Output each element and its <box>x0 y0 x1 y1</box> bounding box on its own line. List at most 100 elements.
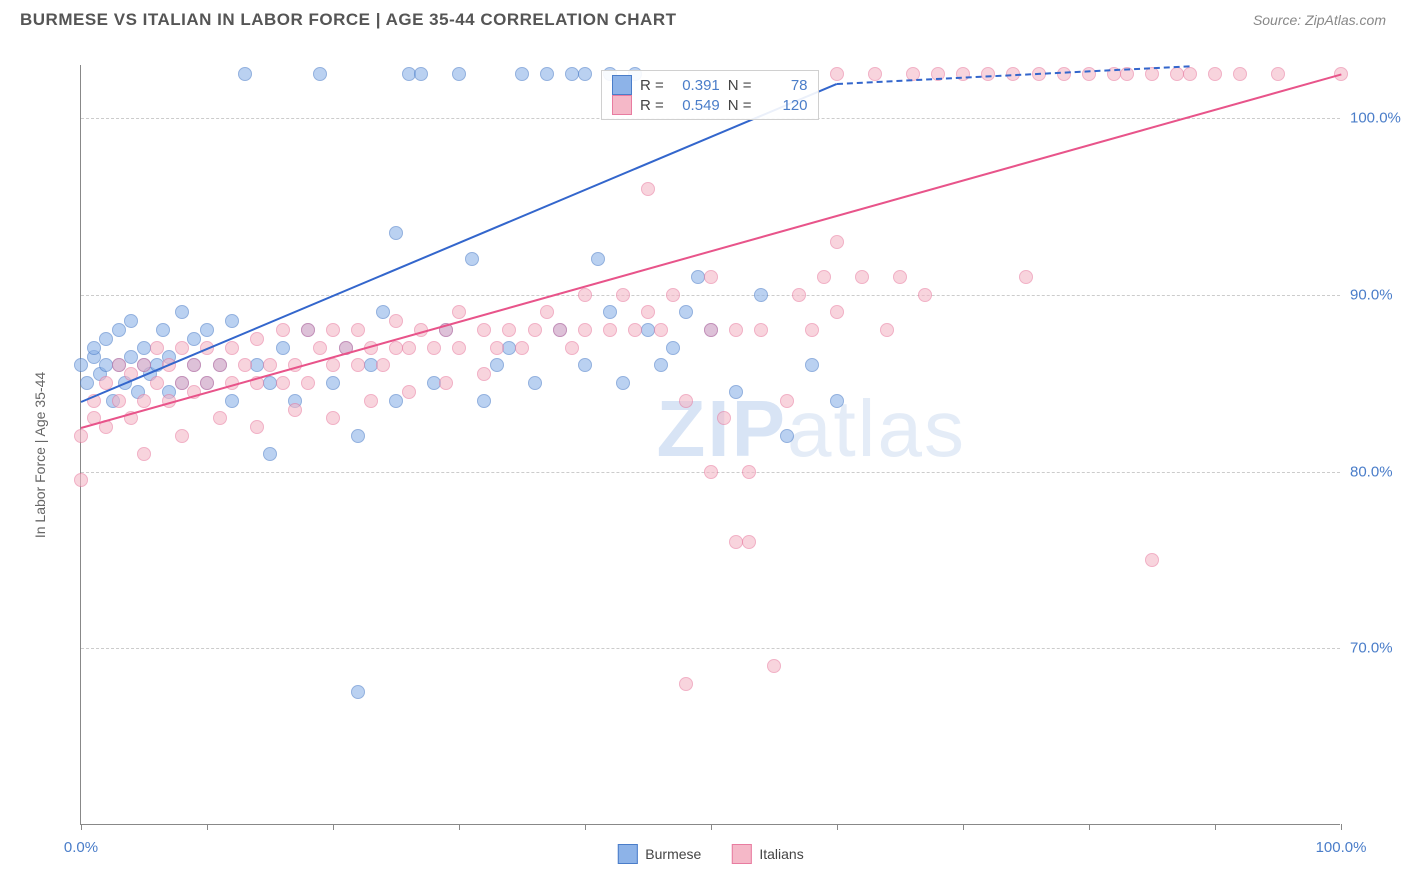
data-point <box>301 376 315 390</box>
data-point <box>603 323 617 337</box>
data-point <box>1271 67 1285 81</box>
x-tick <box>837 824 838 830</box>
data-point <box>616 288 630 302</box>
data-point <box>326 323 340 337</box>
x-tick <box>81 824 82 830</box>
data-point <box>868 67 882 81</box>
data-point <box>137 358 151 372</box>
swatch-burmese <box>612 75 632 95</box>
data-point <box>414 67 428 81</box>
data-point <box>578 323 592 337</box>
x-tick <box>1215 824 1216 830</box>
data-point <box>112 358 126 372</box>
data-point <box>326 411 340 425</box>
x-tick-label: 0.0% <box>64 839 98 856</box>
data-point <box>238 358 252 372</box>
y-tick-label: 100.0% <box>1350 110 1406 127</box>
data-point <box>502 323 516 337</box>
data-point <box>729 323 743 337</box>
data-point <box>301 323 315 337</box>
data-point <box>351 429 365 443</box>
y-tick-label: 70.0% <box>1350 640 1406 657</box>
data-point <box>654 358 668 372</box>
data-point <box>87 341 101 355</box>
legend-swatch-italians <box>731 844 751 864</box>
data-point <box>187 332 201 346</box>
data-point <box>1208 67 1222 81</box>
data-point <box>351 358 365 372</box>
data-point <box>830 305 844 319</box>
data-point <box>754 323 768 337</box>
data-point <box>616 376 630 390</box>
y-tick-label: 80.0% <box>1350 463 1406 480</box>
data-point <box>137 447 151 461</box>
data-point <box>591 252 605 266</box>
data-point <box>855 270 869 284</box>
data-point <box>225 394 239 408</box>
grid-line <box>81 648 1340 649</box>
data-point <box>276 376 290 390</box>
n-value-burmese: 78 <box>760 77 808 94</box>
x-tick-label: 100.0% <box>1316 839 1367 856</box>
data-point <box>402 385 416 399</box>
legend-label-burmese: Burmese <box>645 846 701 862</box>
data-point <box>124 350 138 364</box>
data-point <box>452 67 466 81</box>
data-point <box>364 394 378 408</box>
x-tick <box>711 824 712 830</box>
data-point <box>250 332 264 346</box>
legend-item-italians: Italians <box>731 844 803 864</box>
data-point <box>389 394 403 408</box>
data-point <box>528 323 542 337</box>
data-point <box>326 376 340 390</box>
r-value-burmese: 0.391 <box>672 77 720 94</box>
trend-line <box>81 74 1342 429</box>
bottom-legend: Burmese Italians <box>617 844 803 864</box>
data-point <box>578 288 592 302</box>
data-point <box>124 314 138 328</box>
data-point <box>276 323 290 337</box>
data-point <box>351 685 365 699</box>
data-point <box>679 677 693 691</box>
data-point <box>175 429 189 443</box>
data-point <box>654 323 668 337</box>
watermark-bold: ZIP <box>657 384 787 473</box>
swatch-italians <box>612 95 632 115</box>
data-point <box>74 429 88 443</box>
data-point <box>200 376 214 390</box>
data-point <box>74 473 88 487</box>
chart-header: BURMESE VS ITALIAN IN LABOR FORCE | AGE … <box>0 0 1406 35</box>
data-point <box>238 67 252 81</box>
r-value-italians: 0.549 <box>672 97 720 114</box>
data-point <box>263 447 277 461</box>
data-point <box>376 305 390 319</box>
data-point <box>351 323 365 337</box>
data-point <box>792 288 806 302</box>
data-point <box>754 288 768 302</box>
data-point <box>641 305 655 319</box>
r-label-2: R = <box>640 97 664 114</box>
data-point <box>628 323 642 337</box>
stats-row-italians: R = 0.549 N = 120 <box>612 95 808 115</box>
y-tick-label: 90.0% <box>1350 286 1406 303</box>
data-point <box>817 270 831 284</box>
x-tick <box>1341 824 1342 830</box>
data-point <box>742 465 756 479</box>
data-point <box>452 305 466 319</box>
x-tick <box>963 824 964 830</box>
data-point <box>225 314 239 328</box>
data-point <box>477 367 491 381</box>
data-point <box>830 394 844 408</box>
data-point <box>830 67 844 81</box>
data-point <box>326 358 340 372</box>
n-value-italians: 120 <box>760 97 808 114</box>
data-point <box>742 535 756 549</box>
data-point <box>540 67 554 81</box>
data-point <box>150 341 164 355</box>
legend-label-italians: Italians <box>759 846 803 862</box>
data-point <box>767 659 781 673</box>
data-point <box>805 358 819 372</box>
stats-row-burmese: R = 0.391 N = 78 <box>612 75 808 95</box>
data-point <box>1019 270 1033 284</box>
data-point <box>150 376 164 390</box>
